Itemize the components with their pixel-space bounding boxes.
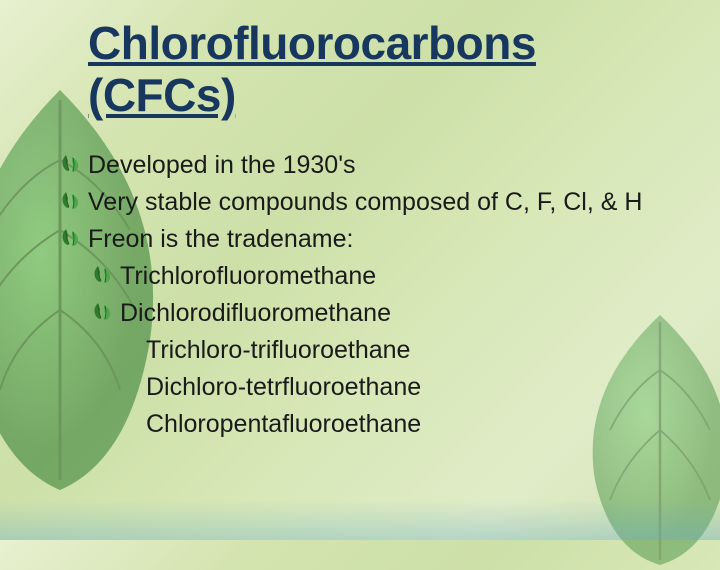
list-item-text: Very stable compounds composed of C, F, …	[88, 186, 642, 219]
list-item-text: Chloropentafluoroethane	[146, 408, 421, 441]
list-item: Dichloro-tetrfluoroethane	[118, 371, 690, 404]
leaf-bullet-icon	[60, 153, 82, 175]
list-item-text: Trichloro-trifluoroethane	[146, 334, 410, 367]
list-item-text: Dichloro-tetrfluoroethane	[146, 371, 421, 404]
list-item: Developed in the 1930's	[60, 149, 690, 182]
leaf-bullet-icon	[92, 264, 114, 286]
leaf-bullet-icon	[60, 190, 82, 212]
list-item-text: Trichlorofluoromethane	[120, 260, 376, 293]
list-item-text: Developed in the 1930's	[88, 149, 355, 182]
list-item: Freon is the tradename:	[60, 223, 690, 256]
list-item: Trichlorofluoromethane	[92, 260, 690, 293]
leaf-bullet-icon	[92, 301, 114, 323]
slide-container: Chlorofluorocarbons (CFCs) Developed in …	[0, 0, 720, 540]
leaf-bullet-icon	[60, 227, 82, 249]
bullet-list: Developed in the 1930's Very stable compo…	[60, 149, 690, 441]
list-item-text: Freon is the tradename:	[88, 223, 353, 256]
slide-title: Chlorofluorocarbons (CFCs)	[88, 18, 690, 121]
list-item-text: Dichlorodifluoromethane	[120, 297, 391, 330]
list-item: Dichlorodifluoromethane	[92, 297, 690, 330]
list-item: Very stable compounds composed of C, F, …	[60, 186, 690, 219]
list-item: Trichloro-trifluoroethane	[118, 334, 690, 367]
list-item: Chloropentafluoroethane	[118, 408, 690, 441]
